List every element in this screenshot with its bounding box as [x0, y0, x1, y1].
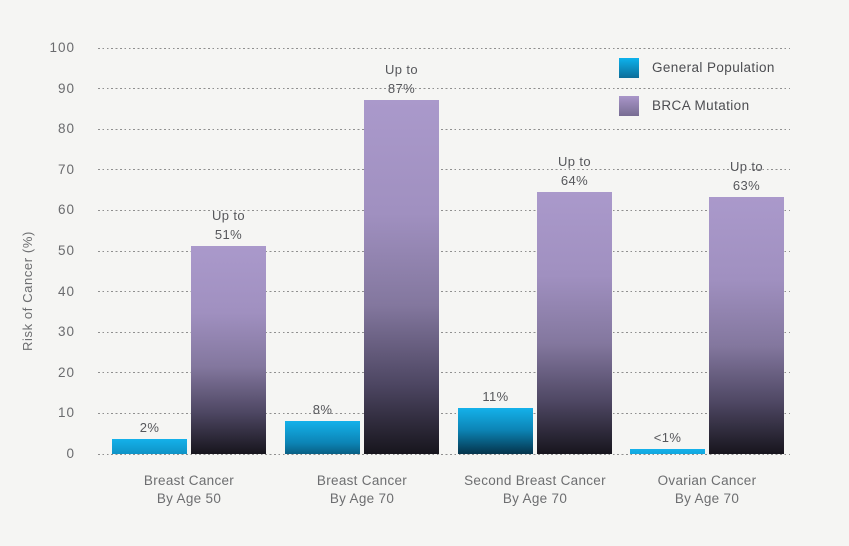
bar-value-label: Up to 87% [385, 60, 418, 98]
bar-column: Up to 63% [709, 157, 784, 454]
y-tick-label: 90 [57, 80, 75, 96]
x-axis-category-labels: Breast Cancer By Age 50 Breast Cancer By Ag… [98, 472, 790, 512]
legend-label: BRCA Mutation [652, 98, 750, 113]
y-tick-label: 30 [57, 324, 75, 340]
legend-swatch-general [619, 58, 639, 78]
x-category-line1: Ovarian Cancer [657, 473, 757, 488]
y-tick-label: 60 [57, 202, 75, 218]
x-category-line2: By Age 50 [156, 491, 222, 506]
bar-value-line: 51% [214, 227, 243, 243]
legend: General Population BRCA Mutation [619, 58, 775, 116]
gridline [98, 291, 790, 293]
bar-column: Up to 64% [537, 152, 612, 454]
gridline [98, 372, 790, 374]
bar-value-line: 2% [139, 420, 160, 436]
x-category-line1: Breast Cancer [316, 473, 408, 488]
x-category-label: Breast Cancer By Age 70 [267, 472, 457, 508]
legend-item: General Population [619, 58, 775, 78]
gridline [98, 412, 790, 414]
bar-column: <1% [630, 428, 705, 454]
bar-group: 8% Up to 87% [285, 48, 439, 454]
bar-value-label: Up to 51% [212, 206, 245, 244]
y-tick-label: 100 [49, 40, 75, 55]
gridline [98, 250, 790, 252]
bar-column: 8% [285, 400, 360, 454]
bar-value-line: Up to [729, 159, 764, 175]
x-category-label: Breast Cancer By Age 50 [94, 472, 284, 508]
bar-value-line: 11% [482, 389, 509, 405]
gridline [98, 47, 790, 49]
bar-brca [537, 192, 612, 454]
bar-value-label: <1% [654, 428, 682, 447]
y-tick-label: 50 [57, 243, 75, 258]
bar-column: 2% [112, 418, 187, 454]
x-category-label: Second Breast Cancer By Age 70 [440, 472, 630, 508]
bar-group: 11% Up to 64% [458, 48, 612, 454]
bar-value-label: Up to 64% [558, 152, 591, 190]
bar-general [630, 449, 705, 454]
y-tick-label: 10 [57, 405, 75, 421]
bar-value-line: <1% [653, 430, 682, 446]
bar-value-label: 8% [313, 400, 333, 419]
bar-brca [364, 99, 439, 454]
plot-area: 2% Up to 51% 8% Up to 87% 11% Up to 64% <1% Up to 6… [98, 47, 790, 455]
bar-value-line: 63% [732, 178, 761, 194]
bar-group: 2% Up to 51% [112, 48, 266, 454]
y-tick-label: 20 [57, 364, 75, 380]
legend-swatch-brca [619, 96, 639, 116]
bar-column: Up to 51% [191, 206, 266, 454]
bar-group: <1% Up to 63% [630, 48, 784, 454]
bar-column: 11% [458, 387, 533, 454]
bar-value-line: Up to [384, 61, 419, 77]
gridline [98, 88, 790, 90]
gridline [98, 209, 790, 211]
bar-brca [191, 246, 266, 454]
bar-value-line: 64% [560, 173, 589, 189]
bar-value-line: 8% [312, 401, 333, 417]
gridline [98, 331, 790, 333]
gridline [98, 453, 790, 455]
gridline [98, 169, 790, 171]
x-category-label: Ovarian Cancer By Age 70 [612, 472, 802, 508]
bar-column: Up to 87% [364, 60, 439, 454]
y-tick-label: 80 [57, 121, 75, 137]
x-category-line1: Breast Cancer [143, 473, 235, 488]
y-axis-tick-labels: 0 10 20 30 40 50 60 70 80 90 100 [28, 40, 75, 461]
bar-general [285, 420, 360, 454]
y-tick-label: 70 [57, 161, 75, 177]
bar-value-label: 11% [482, 387, 508, 406]
bar-value-line: Up to [557, 154, 592, 170]
bar-value-line: 87% [387, 80, 416, 96]
y-tick-label: 40 [57, 283, 75, 299]
gridline [98, 128, 790, 130]
bar-general [112, 439, 187, 454]
x-category-line2: By Age 70 [329, 491, 395, 506]
bar-general [458, 408, 533, 454]
x-category-line1: Second Breast Cancer [464, 473, 606, 488]
bar-value-line: Up to [211, 208, 246, 224]
x-category-line2: By Age 70 [674, 491, 740, 506]
bar-value-label: 2% [140, 418, 160, 437]
bar-value-label: Up to 63% [730, 157, 763, 195]
y-tick-label: 0 [66, 446, 75, 461]
bar-brca [709, 197, 784, 454]
legend-item: BRCA Mutation [619, 96, 775, 116]
x-category-line2: By Age 70 [502, 491, 568, 506]
legend-label: General Population [652, 60, 775, 75]
